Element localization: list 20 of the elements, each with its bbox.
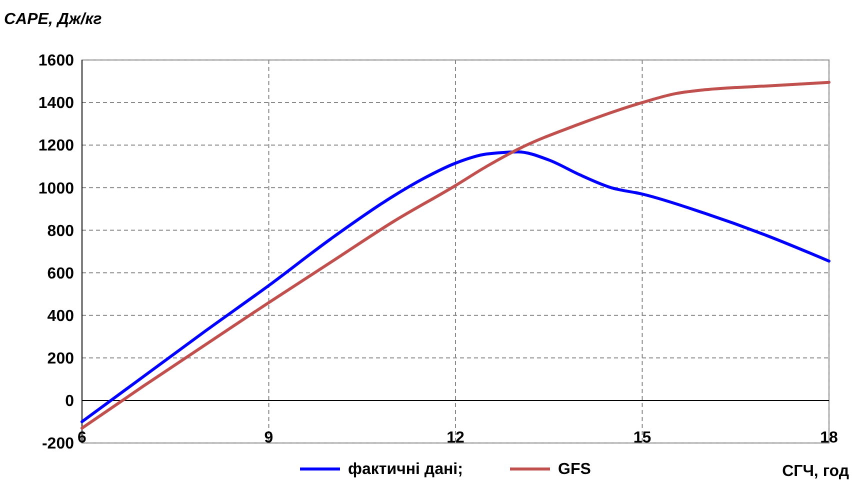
y-tick-label: 200	[47, 350, 74, 368]
y-tick-label: 1600	[38, 52, 74, 70]
y-tick-label: 600	[47, 265, 74, 282]
y-tick-label: 1400	[38, 95, 74, 112]
legend-label: фактичні дані;	[348, 461, 463, 478]
y-tick-label: 1200	[38, 138, 74, 155]
y-tick-label: 0	[65, 393, 74, 410]
y-tick-label: 1000	[38, 180, 74, 198]
y-tick-label: -200	[42, 436, 74, 453]
x-tick-label: 18	[820, 429, 838, 446]
line-series	[80, 80, 830, 430]
x-tick-label: 15	[633, 429, 652, 446]
x-tick-label: 9	[264, 429, 274, 446]
line-series	[80, 150, 830, 424]
y-tick-label: 800	[47, 222, 74, 240]
y-axis-title: CAPE, Дж/кг	[4, 11, 102, 28]
legend-label: GFS	[558, 461, 592, 478]
x-axis-title: СГЧ, год	[782, 463, 849, 480]
x-tick-label: 12	[446, 429, 464, 446]
y-tick-label: 400	[47, 308, 74, 325]
